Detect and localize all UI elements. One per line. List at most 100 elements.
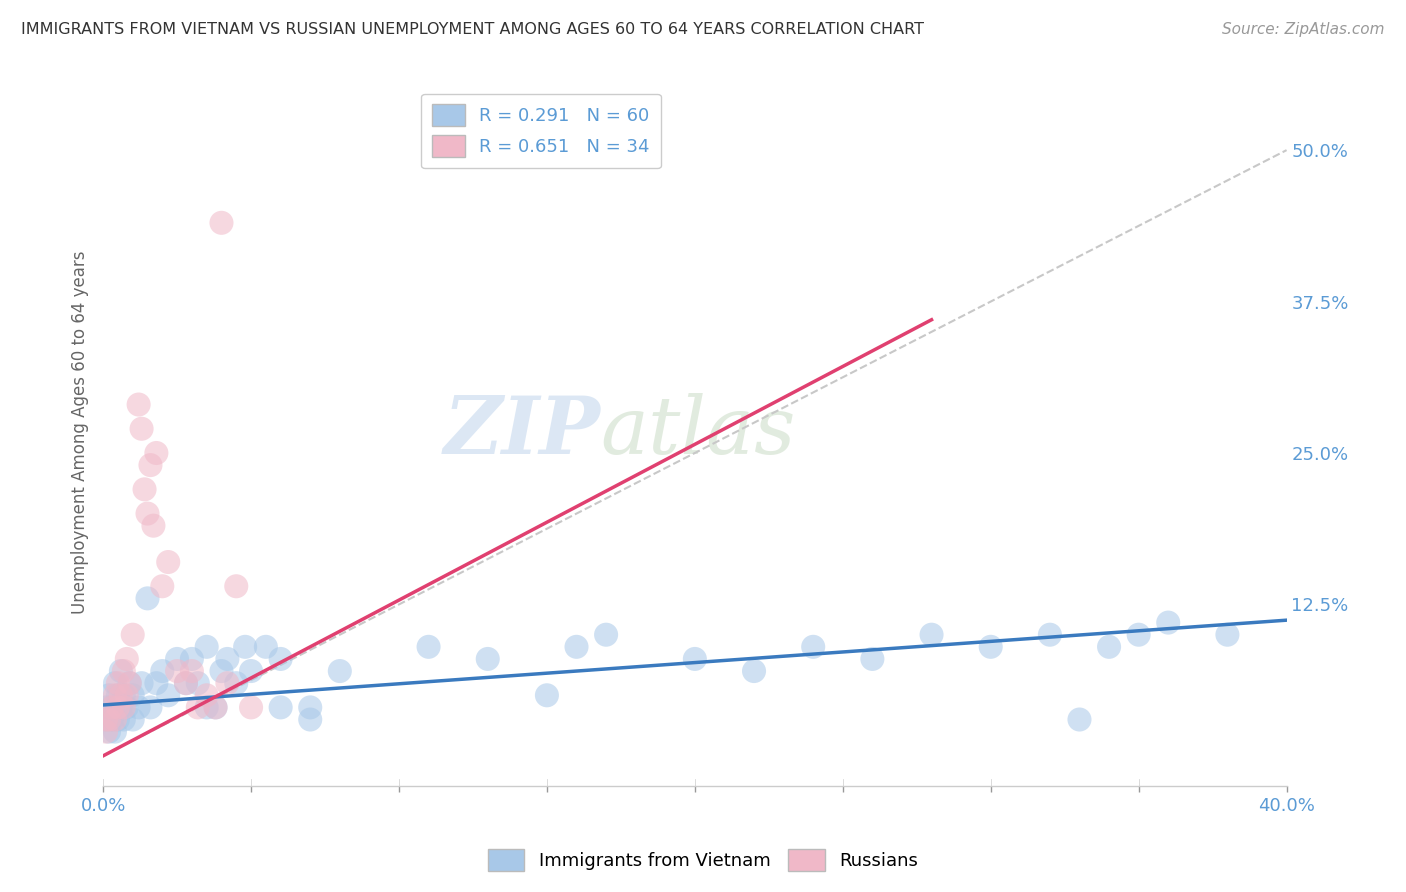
Point <box>121 713 143 727</box>
Point <box>270 700 292 714</box>
Point <box>128 700 150 714</box>
Point <box>115 652 138 666</box>
Point <box>101 713 124 727</box>
Point <box>94 724 117 739</box>
Point <box>166 652 188 666</box>
Point <box>98 724 121 739</box>
Point <box>112 700 135 714</box>
Point <box>157 555 180 569</box>
Point <box>180 664 202 678</box>
Y-axis label: Unemployment Among Ages 60 to 64 years: Unemployment Among Ages 60 to 64 years <box>72 250 89 614</box>
Point <box>136 507 159 521</box>
Point <box>131 676 153 690</box>
Point <box>187 676 209 690</box>
Point <box>136 591 159 606</box>
Point <box>107 700 129 714</box>
Point <box>98 713 121 727</box>
Point <box>299 713 322 727</box>
Point <box>112 713 135 727</box>
Point <box>121 688 143 702</box>
Point <box>121 628 143 642</box>
Point <box>225 676 247 690</box>
Point <box>195 640 218 654</box>
Point <box>211 664 233 678</box>
Point <box>204 700 226 714</box>
Point <box>860 652 883 666</box>
Point <box>107 713 129 727</box>
Legend: Immigrants from Vietnam, Russians: Immigrants from Vietnam, Russians <box>481 842 925 879</box>
Point <box>217 676 239 690</box>
Text: atlas: atlas <box>600 393 796 471</box>
Point <box>107 688 129 702</box>
Text: IMMIGRANTS FROM VIETNAM VS RUSSIAN UNEMPLOYMENT AMONG AGES 60 TO 64 YEARS CORREL: IMMIGRANTS FROM VIETNAM VS RUSSIAN UNEMP… <box>21 22 924 37</box>
Point <box>299 700 322 714</box>
Point <box>166 664 188 678</box>
Text: ZIP: ZIP <box>443 393 600 471</box>
Point <box>742 664 765 678</box>
Point <box>139 700 162 714</box>
Point <box>1039 628 1062 642</box>
Point <box>157 688 180 702</box>
Point <box>1098 640 1121 654</box>
Point <box>217 652 239 666</box>
Point <box>94 700 117 714</box>
Point <box>211 216 233 230</box>
Point <box>477 652 499 666</box>
Point <box>225 579 247 593</box>
Point <box>204 700 226 714</box>
Point <box>101 700 124 714</box>
Point <box>128 398 150 412</box>
Point <box>101 700 124 714</box>
Point <box>1069 713 1091 727</box>
Point <box>94 713 117 727</box>
Point <box>195 688 218 702</box>
Point <box>1216 628 1239 642</box>
Point <box>801 640 824 654</box>
Point <box>98 688 121 702</box>
Point <box>104 724 127 739</box>
Point <box>131 422 153 436</box>
Text: Source: ZipAtlas.com: Source: ZipAtlas.com <box>1222 22 1385 37</box>
Point <box>142 518 165 533</box>
Point <box>418 640 440 654</box>
Point <box>329 664 352 678</box>
Point <box>233 640 256 654</box>
Point <box>980 640 1002 654</box>
Point <box>145 676 167 690</box>
Point <box>1128 628 1150 642</box>
Point <box>174 676 197 690</box>
Point <box>118 676 141 690</box>
Point <box>195 700 218 714</box>
Point <box>240 664 263 678</box>
Point <box>536 688 558 702</box>
Point <box>565 640 588 654</box>
Point <box>921 628 943 642</box>
Point <box>270 652 292 666</box>
Point <box>240 700 263 714</box>
Point <box>110 664 132 678</box>
Point <box>595 628 617 642</box>
Point <box>174 676 197 690</box>
Point <box>683 652 706 666</box>
Point <box>110 688 132 702</box>
Point <box>145 446 167 460</box>
Point <box>150 579 173 593</box>
Point <box>104 713 127 727</box>
Point <box>187 700 209 714</box>
Point <box>104 676 127 690</box>
Point <box>112 664 135 678</box>
Point <box>94 713 117 727</box>
Legend: R = 0.291   N = 60, R = 0.651   N = 34: R = 0.291 N = 60, R = 0.651 N = 34 <box>422 94 661 169</box>
Point <box>112 688 135 702</box>
Point <box>115 700 138 714</box>
Point <box>254 640 277 654</box>
Point <box>110 700 132 714</box>
Point <box>180 652 202 666</box>
Point <box>1157 615 1180 630</box>
Point <box>104 688 127 702</box>
Point <box>134 483 156 497</box>
Point <box>118 676 141 690</box>
Point <box>150 664 173 678</box>
Point <box>107 676 129 690</box>
Point <box>115 688 138 702</box>
